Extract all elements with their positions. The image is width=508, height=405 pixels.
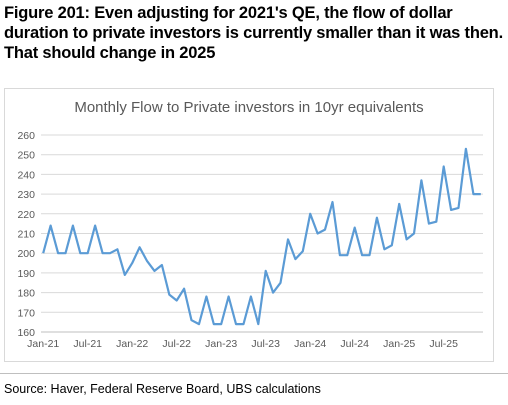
x-tick-label: Jan-21 <box>27 338 59 350</box>
x-tick-label: Jul-24 <box>340 338 369 350</box>
chart-area: Monthly Flow to Private investors in 10y… <box>4 88 494 362</box>
y-tick-label: 210 <box>17 229 35 241</box>
source-note: Source: Haver, Federal Reserve Board, UB… <box>4 382 321 396</box>
x-tick-label: Jul-23 <box>251 338 280 350</box>
chart-title: Monthly Flow to Private investors in 10y… <box>74 99 424 116</box>
y-tick-label: 170 <box>17 307 35 319</box>
x-tick-label: Jan-22 <box>116 338 148 350</box>
y-axis: 160 170 180 190 200 210 220 230 240 250 260 <box>17 130 35 339</box>
x-axis: Jan-21 Jul-21 Jan-22 Jul-22 Jan-23 Jul-23 Jan-… <box>27 331 483 350</box>
x-tick-label: Jul-21 <box>73 338 102 350</box>
y-tick-label: 250 <box>17 150 35 162</box>
y-tick-label: 240 <box>17 169 35 181</box>
divider <box>0 373 508 374</box>
x-tick-label: Jan-25 <box>383 338 415 350</box>
line-chart: 160 170 180 190 200 210 220 230 240 250 260 Jan-21… <box>17 130 483 350</box>
y-tick-label: 180 <box>17 288 35 300</box>
x-tick-label: Jan-23 <box>205 338 237 350</box>
figure-title: Figure 201: Even adjusting for 2021's QE… <box>4 4 503 62</box>
series-line <box>42 147 481 326</box>
y-tick-label: 260 <box>17 130 35 142</box>
x-tick-label: Jul-25 <box>429 338 458 350</box>
y-tick-label: 220 <box>17 209 35 221</box>
x-tick-label: Jan-24 <box>294 338 326 350</box>
x-tick-label: Jul-22 <box>162 338 191 350</box>
y-tick-label: 190 <box>17 268 35 280</box>
series-path <box>42 147 481 326</box>
y-tick-label: 230 <box>17 189 35 201</box>
y-tick-label: 200 <box>17 248 35 260</box>
y-tick-label: 160 <box>17 327 35 339</box>
